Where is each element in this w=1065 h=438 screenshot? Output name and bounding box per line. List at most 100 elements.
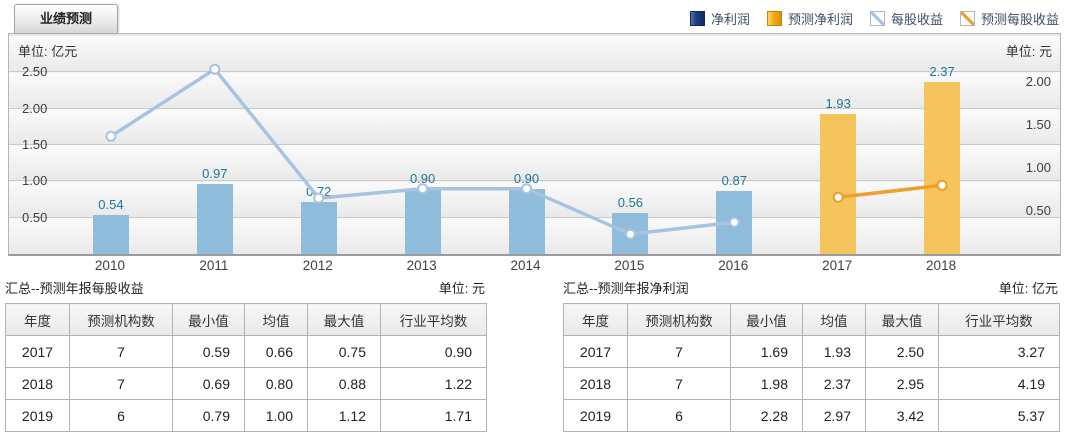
table-unit-label: 单位: 亿元	[998, 280, 1058, 296]
table-cell: 7	[627, 335, 731, 368]
line-point	[728, 216, 740, 228]
bar-2014	[508, 188, 545, 254]
bar-2013	[404, 188, 441, 254]
left-axis-tick-label: 2.00	[22, 100, 48, 116]
right-axis-unit-label: 单位: 元	[1005, 44, 1052, 59]
table-row: 2019 6 2.28 2.97 3.42 5.37	[563, 399, 1060, 432]
table-cell: 1.93	[802, 335, 866, 368]
line-point	[832, 191, 844, 203]
table-cell: 2.37	[802, 367, 866, 400]
tab-performance-forecast[interactable]: 业绩预测	[14, 4, 118, 33]
legend-label: 预测每股收益	[980, 12, 1059, 27]
table-row: 2018 7 0.69 0.80 0.88 1.22	[5, 367, 487, 400]
category-slot-2011: 0.97	[163, 34, 267, 254]
eps-forecast-table: 年度 预测机构数 最小值 均值 最大值 行业平均数 2017 7 0.59 0.66 0.75 0.…	[5, 303, 487, 432]
bar-value-label: 2.37	[929, 63, 955, 79]
table-cell: 2019	[5, 399, 70, 432]
bar-value-label: 0.97	[202, 165, 228, 181]
category-slot-2013: 0.90	[371, 34, 475, 254]
table-cell: 2.50	[865, 335, 939, 368]
x-axis-label-2014: 2014	[510, 258, 541, 273]
x-axis-label-2011: 2011	[199, 258, 229, 273]
table-header-row: 年度 预测机构数 最小值 均值 最大值 行业平均数	[5, 303, 487, 336]
right-axis-tick-label: 0.50	[1025, 203, 1051, 219]
left-axis-tick-label: 1.00	[22, 173, 48, 189]
legend-label: 预测净利润	[787, 12, 853, 27]
legend-item-bar-orange[interactable]: 预测净利润	[766, 9, 853, 28]
table-cell: 7	[69, 367, 173, 400]
table-cell: 1.22	[380, 367, 487, 400]
table-cell: 7	[69, 335, 173, 368]
category-slot-2014: 0.90	[475, 34, 579, 254]
legend-label: 净利润	[710, 12, 750, 27]
table-row: 2017 7 1.69 1.93 2.50 3.27	[563, 335, 1060, 368]
x-axis-label-2015: 2015	[614, 258, 645, 273]
bar-2017	[820, 113, 857, 254]
table-cell: 3.42	[865, 399, 939, 432]
bar-2018	[924, 81, 961, 254]
line-point	[313, 192, 325, 204]
table-cell: 1.98	[730, 367, 803, 400]
category-slot-2017: 1.93	[786, 34, 890, 254]
table-cell: 0.66	[244, 335, 308, 368]
table-cell: 2017	[563, 335, 628, 368]
table-cell: 0.69	[172, 367, 245, 400]
line-point	[521, 183, 532, 195]
table-cell: 0.88	[307, 367, 381, 400]
column-header: 预测机构数	[69, 303, 173, 336]
table-cell: 7	[627, 367, 731, 400]
table-cell: 2.28	[730, 399, 803, 432]
table-cell: 2019	[563, 399, 628, 432]
table-cell: 2017	[5, 335, 70, 368]
bar-value-label: 0.90	[513, 170, 540, 186]
legend-item-bar-navy[interactable]: 净利润	[689, 9, 750, 28]
left-axis-tick-label: 1.50	[22, 137, 48, 153]
column-header: 行业平均数	[380, 303, 487, 336]
column-header: 年度	[563, 303, 628, 336]
table-cell: 1.00	[244, 399, 308, 432]
column-header: 最小值	[730, 303, 803, 336]
gridline	[9, 71, 1060, 73]
column-header: 均值	[802, 303, 866, 336]
line-point	[624, 228, 636, 240]
table-cell: 3.27	[938, 335, 1060, 368]
right-axis-tick-label: 1.00	[1025, 160, 1051, 176]
gridline	[9, 180, 1060, 182]
line-point	[417, 183, 429, 195]
table-cell: 0.90	[380, 335, 487, 368]
bar-value-label: 0.90	[409, 170, 436, 186]
x-axis-label-2016: 2016	[718, 258, 749, 273]
table-cell: 5.37	[938, 399, 1060, 432]
table-header-row: 年度 预测机构数 最小值 均值 最大值 行业平均数	[563, 303, 1060, 336]
table-cell: 1.71	[380, 399, 487, 432]
bar-2012	[300, 201, 337, 254]
bar-navy-swatch-icon	[689, 11, 705, 26]
table-cell: 2018	[563, 367, 628, 400]
table-row: 2018 7 1.98 2.37 2.95 4.19	[563, 367, 1060, 400]
category-slot-2010: 0.54	[59, 34, 163, 254]
x-axis-label-2010: 2010	[94, 258, 125, 273]
table-cell: 0.75	[307, 335, 381, 368]
table-cell: 1.12	[307, 399, 381, 432]
bar-value-label: 0.87	[721, 172, 747, 188]
column-header: 最大值	[307, 303, 381, 336]
legend-item-line-orange[interactable]: 预测每股收益	[959, 9, 1059, 28]
line-point	[936, 179, 948, 191]
bar-2011	[196, 183, 233, 254]
table-cell: 2.95	[865, 367, 939, 400]
bar-2010	[92, 214, 129, 254]
x-axis-labels: 2010 2011 2012 2013 2014 2015 2016 2017 2018	[58, 258, 993, 273]
gridline	[9, 144, 1060, 146]
table-cell: 0.80	[244, 367, 308, 400]
left-axis-unit-label: 单位: 亿元	[18, 44, 78, 59]
column-header: 最大值	[865, 303, 939, 336]
line-blue-swatch-icon	[869, 11, 885, 26]
table-cell: 2018	[5, 367, 70, 400]
right-axis-tick-label: 2.00	[1025, 74, 1051, 90]
x-axis-label-2017: 2017	[822, 258, 853, 273]
legend-label: 每股收益	[890, 12, 943, 27]
left-axis-tick-label: 2.50	[22, 64, 48, 80]
bar-value-label: 0.54	[98, 196, 124, 212]
table-row: 2019 6 0.79 1.00 1.12 1.71	[5, 399, 487, 432]
legend-item-line-blue[interactable]: 每股收益	[869, 9, 943, 28]
